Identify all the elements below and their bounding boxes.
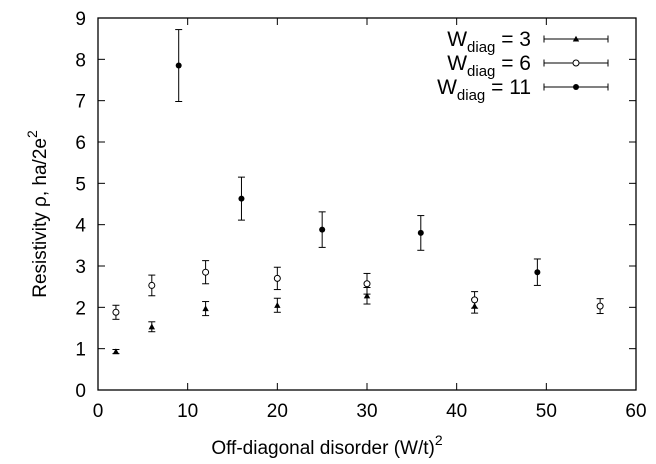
legend-entry-3: Wdiag = 11 [437, 76, 609, 104]
legend-marker [572, 59, 580, 67]
data-point [534, 269, 541, 276]
data-point [273, 274, 281, 282]
y-tick-label: 5 [75, 174, 86, 195]
x-tick-label: 40 [446, 401, 467, 422]
y-tick-label: 6 [75, 133, 86, 154]
x-tick-label: 30 [356, 401, 377, 422]
legend-marker [573, 84, 579, 90]
y-tick-label: 0 [75, 381, 86, 402]
x-tick-label: 50 [536, 401, 557, 422]
y-tick-label: 7 [75, 92, 86, 113]
data-point [112, 348, 120, 355]
legend-marker [572, 35, 580, 42]
y-tick-label: 1 [75, 340, 86, 361]
data-point [363, 292, 371, 299]
y-tick-label: 3 [75, 257, 86, 278]
x-tick-label: 0 [93, 401, 104, 422]
legend-label: Wdiag = 11 [437, 76, 531, 104]
series-layer [112, 29, 604, 355]
x-tick-label: 60 [625, 401, 646, 422]
y-tick-label: 4 [75, 216, 86, 237]
data-point [471, 296, 479, 304]
data-point [238, 195, 245, 202]
series-3 [175, 29, 541, 286]
y-tick-label: 2 [75, 298, 86, 319]
data-point [112, 308, 120, 316]
y-tick-labels: 0 1 2 3 4 5 6 7 8 9 [75, 9, 86, 402]
data-point [175, 62, 182, 69]
y-axis-label: Resistivity ρ, ha/2e2 [24, 130, 51, 298]
legend-label: Wdiag = 3 [447, 28, 531, 56]
data-point [202, 268, 210, 276]
data-point [202, 305, 209, 312]
data-point [148, 281, 156, 289]
y-tick-label: 8 [75, 50, 86, 71]
legend-entry-1: Wdiag = 3 [447, 28, 609, 56]
y-tick-label: 9 [75, 9, 86, 30]
plot-frame [97, 17, 637, 391]
data-point [148, 323, 155, 330]
legend-entry-2: Wdiag = 6 [447, 52, 609, 80]
data-point [363, 280, 371, 288]
data-point [417, 229, 424, 236]
x-axis-label: Off-diagonal disorder (W/t)2 [211, 432, 443, 459]
x-axis-label-main: Off-diagonal disorder (W/t) [211, 438, 435, 459]
data-point [274, 302, 281, 308]
legend-label: Wdiag = 6 [447, 52, 531, 80]
y-axis-label-main: Resistivity ρ, ha/2e [30, 138, 51, 298]
data-point [319, 226, 326, 233]
y-axis-label-sup: 2 [24, 130, 40, 138]
x-axis-label-sup: 2 [435, 432, 443, 448]
series-1 [112, 286, 479, 355]
x-tick-label: 20 [267, 401, 288, 422]
series-2 [112, 260, 604, 320]
x-tick-labels: 0 10 20 30 40 50 60 [93, 401, 647, 422]
x-tick-label: 10 [177, 401, 198, 422]
data-point [596, 302, 604, 310]
